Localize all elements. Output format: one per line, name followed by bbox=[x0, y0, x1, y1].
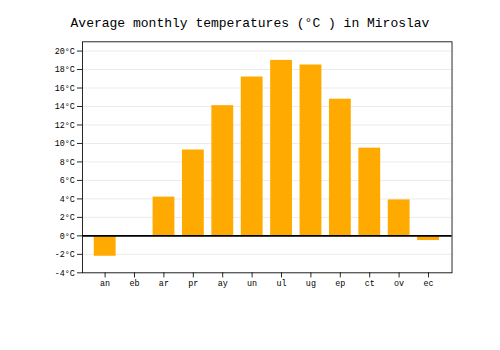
svg-text:12°C: 12°C bbox=[55, 121, 75, 131]
svg-text:8°C: 8°C bbox=[60, 158, 75, 168]
svg-text:ep: ep bbox=[335, 279, 345, 289]
svg-text:6°C: 6°C bbox=[60, 176, 75, 186]
svg-text:ug: ug bbox=[306, 279, 316, 289]
svg-text:16°C: 16°C bbox=[55, 84, 75, 94]
svg-text:ar: ar bbox=[159, 279, 169, 289]
svg-text:ec: ec bbox=[423, 279, 433, 289]
svg-text:10°C: 10°C bbox=[55, 139, 75, 149]
svg-text:-4°C: -4°C bbox=[55, 269, 75, 279]
svg-text:14°C: 14°C bbox=[55, 102, 75, 112]
svg-text:eb: eb bbox=[129, 279, 139, 289]
svg-text:-2°C: -2°C bbox=[55, 250, 75, 260]
svg-text:an: an bbox=[100, 279, 110, 289]
svg-text:ay: ay bbox=[218, 279, 228, 289]
svg-text:pr: pr bbox=[188, 279, 198, 289]
svg-text:ov: ov bbox=[394, 279, 404, 289]
svg-text:18°C: 18°C bbox=[55, 65, 75, 75]
html-text:Average monthly temperatures (: Average monthly temperatures (°C ) in Mi… bbox=[70, 16, 430, 31]
svg-text:4°C: 4°C bbox=[60, 195, 75, 205]
svg-text:ct: ct bbox=[365, 279, 375, 289]
svg-text:2°C: 2°C bbox=[60, 213, 75, 223]
svg-text:0°C: 0°C bbox=[60, 232, 75, 242]
svg-text:20°C: 20°C bbox=[55, 47, 75, 57]
svg-text:un: un bbox=[247, 279, 257, 289]
svg-text:ul: ul bbox=[276, 279, 286, 289]
